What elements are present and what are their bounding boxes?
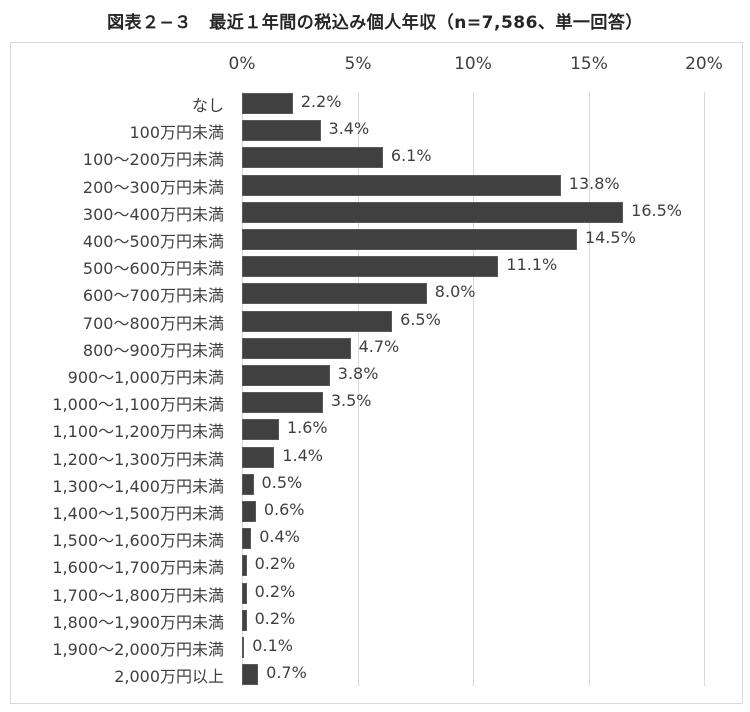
bar-row: 1,100～1,200万円未満 1.6% [0, 416, 750, 443]
x-tick-label: 0% [228, 54, 256, 74]
bar-row: 1,300～1,400万円未満 0.5% [0, 471, 750, 498]
category-label: 1,100～1,200万円未満 [52, 422, 224, 441]
category-label: 600～700万円未満 [82, 286, 224, 305]
bar [242, 610, 247, 631]
value-label: 3.4% [328, 119, 370, 138]
bar [242, 555, 247, 576]
bar [242, 528, 252, 549]
bar [242, 175, 561, 196]
bar-row: 1,000～1,100万円未満 3.5% [0, 389, 750, 416]
bar [242, 147, 383, 168]
bar-row: 600～700万円未満 8.0% [0, 280, 750, 307]
bar-row: 1,500～1,600万円未満 0.4% [0, 525, 750, 552]
gridline [358, 92, 359, 686]
value-label: 0.1% [252, 636, 293, 655]
value-label: 6.1% [390, 146, 432, 165]
value-label: 13.8% [568, 174, 620, 193]
gridline [473, 92, 474, 686]
gridline [589, 92, 590, 686]
category-label: 1,700～1,800万円未満 [52, 586, 224, 605]
bar-row: 900～1,000万円未満 3.8% [0, 362, 750, 389]
bar [242, 501, 256, 522]
category-label: 800～900万円未満 [82, 341, 224, 360]
category-label: 1,300～1,400万円未満 [52, 477, 224, 496]
value-label: 0.6% [263, 500, 305, 519]
bar [242, 419, 279, 440]
category-label: 2,000万円以上 [114, 667, 224, 686]
value-label: 0.5% [261, 473, 303, 492]
bar-row: 700～800万円未満 6.5% [0, 308, 750, 335]
bar [242, 392, 323, 413]
bar-row: 2,000万円以上 0.7% [0, 661, 750, 688]
bar-row: 1,900～2,000万円未満 0.1% [0, 634, 750, 661]
x-tick-label: 5% [344, 54, 372, 74]
bar [242, 583, 247, 604]
value-label: 14.5% [584, 228, 636, 247]
value-label: 3.8% [337, 364, 379, 383]
bar-row: 1,800～1,900万円未満 0.2% [0, 607, 750, 634]
value-label: 6.5% [400, 310, 441, 329]
bar-row: 800～900万円未満 4.7% [0, 335, 750, 362]
bar-row: 100万円未満 3.4% [0, 117, 750, 144]
bar [242, 338, 351, 359]
category-label: 1,000～1,100万円未満 [52, 395, 224, 414]
value-label: 3.5% [330, 391, 372, 410]
bar-row: 1,200～1,300万円未満 1.4% [0, 444, 750, 471]
bar [242, 256, 499, 277]
value-label: 11.1% [506, 255, 558, 274]
category-label: なし [191, 96, 224, 115]
bar-row: 1,400～1,500万円未満 0.6% [0, 498, 750, 525]
gridline [242, 92, 243, 686]
value-label: 0.7% [266, 663, 307, 682]
value-label: 2.2% [300, 92, 342, 111]
category-label: 1,400～1,500万円未満 [52, 504, 224, 523]
value-label: 4.7% [358, 337, 400, 356]
chart-title: 図表２−３ 最近１年間の税込み個人年収（n=7,586、単一回答） [107, 13, 643, 33]
category-label: 500～600万円未満 [82, 259, 224, 278]
x-tick-label: 15% [570, 54, 608, 74]
value-label: 0.2% [254, 554, 296, 573]
bar-row: なし 2.2% [0, 90, 750, 117]
bar [242, 365, 330, 386]
category-label: 1,800～1,900万円未満 [52, 613, 224, 632]
category-label: 100～200万円未満 [82, 150, 224, 169]
value-label: 8.0% [434, 282, 476, 301]
category-label: 200～300万円未満 [82, 178, 224, 197]
bar [242, 664, 259, 685]
category-label: 900～1,000万円未満 [67, 368, 224, 387]
value-label: 0.2% [254, 609, 296, 628]
bar-row: 300～400万円未満 16.5% [0, 199, 750, 226]
value-label: 1.6% [286, 418, 328, 437]
bar-row: 1,700～1,800万円未満 0.2% [0, 580, 750, 607]
bar-row: 1,600～1,700万円未満 0.2% [0, 552, 750, 579]
bar [242, 93, 293, 114]
x-tick-label: 10% [454, 54, 492, 74]
bar [242, 229, 577, 250]
bar-row: 400～500万円未満 14.5% [0, 226, 750, 253]
bar [242, 311, 393, 332]
value-label: 0.2% [254, 582, 296, 601]
category-label: 1,500～1,600万円未満 [52, 531, 224, 550]
x-tick-label: 20% [685, 54, 723, 74]
category-label: 1,600～1,700万円未満 [52, 558, 224, 577]
bar-row: 200～300万円未満 13.8% [0, 172, 750, 199]
bar [242, 283, 427, 304]
category-label: 400～500万円未満 [82, 232, 224, 251]
bar [242, 120, 321, 141]
value-label: 0.4% [259, 527, 300, 546]
value-label: 1.4% [282, 446, 323, 465]
bar-row: 500～600万円未満 11.1% [0, 253, 750, 280]
bar [242, 447, 275, 468]
bar-row: 100～200万円未満 6.1% [0, 144, 750, 171]
category-label: 1,200～1,300万円未満 [52, 450, 224, 469]
category-label: 300～400万円未満 [82, 205, 224, 224]
bar [242, 202, 624, 223]
category-label: 1,900～2,000万円未満 [52, 640, 224, 659]
value-label: 16.5% [631, 201, 682, 220]
category-label: 100万円未満 [129, 123, 224, 142]
bar [242, 637, 245, 658]
bar [242, 474, 254, 495]
gridline [704, 92, 705, 686]
category-label: 700～800万円未満 [82, 314, 224, 333]
